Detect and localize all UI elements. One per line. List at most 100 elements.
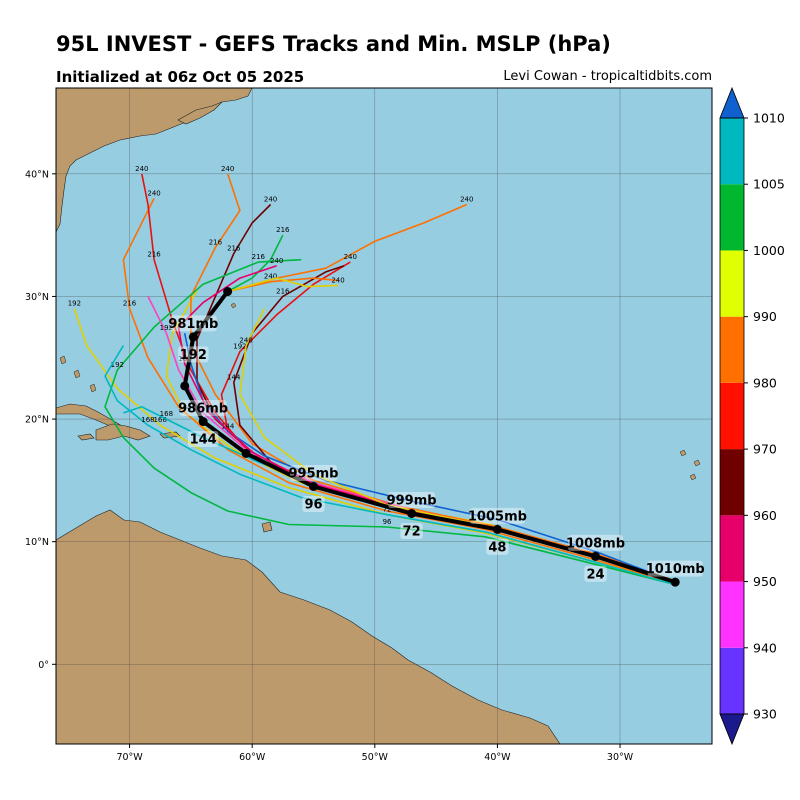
hispaniola-land [95, 423, 151, 441]
mean-track-point [188, 332, 198, 342]
colorbar-tick-label: 970 [753, 442, 777, 457]
member-hour-label: 240 [460, 195, 473, 203]
mean-hour-label-box [178, 346, 209, 363]
member-hour-label: 192 [233, 343, 246, 351]
member-hour-label: 168 [178, 355, 191, 363]
mean-track-point [670, 577, 680, 587]
member-hour-label: 216 [276, 287, 290, 295]
colorbar-over-arrow [719, 86, 745, 119]
lon-tick-label: 60°W [239, 752, 266, 763]
colorbar-tick-label: 930 [753, 707, 777, 722]
south-america-land [56, 509, 561, 744]
colorbar-segment [720, 449, 744, 516]
mean-mslp-label-box [179, 400, 227, 417]
member-hour-label: 216 [227, 245, 241, 253]
member-hour-label: 192 [160, 324, 173, 332]
colorbar-under-arrow [719, 713, 745, 746]
nova-scotia-land [177, 101, 223, 125]
member-hour-label: 240 [221, 165, 234, 173]
mean-track-point [308, 482, 318, 492]
colorbar-tick-label: 960 [753, 508, 777, 523]
mean-track-point [198, 417, 208, 427]
member-hour-label: 192 [111, 361, 124, 369]
colorbar-tick-label: 1010 [753, 111, 785, 126]
colorbar-segment [720, 382, 744, 450]
colorbar-segment [720, 184, 744, 251]
lat-tick-label: 20°N [25, 415, 49, 426]
lat-tick-label: 0° [38, 660, 49, 671]
lon-tick-label: 70°W [116, 752, 143, 763]
credit: Levi Cowan - tropicaltidbits.com [503, 69, 712, 84]
mean-track-point [241, 448, 251, 458]
member-hour-label: 168 [160, 410, 173, 418]
mean-mslp-label: 999mb [387, 493, 437, 508]
member-hour-label: 240 [331, 276, 344, 284]
mean-mslp-label-box [567, 534, 624, 551]
member-hour-label: 240 [147, 189, 160, 197]
mean-mslp-label-box [289, 465, 337, 482]
mean-mslp-label-box [469, 507, 526, 524]
mean-hour-label: 48 [488, 540, 506, 555]
member-hour-label: 192 [68, 300, 81, 308]
colorbar-tick-label: 950 [753, 574, 777, 589]
init-time: Initialized at 06z Oct 05 2025 [56, 68, 305, 86]
member-hour-label: 240 [135, 165, 148, 173]
member-track [227, 277, 339, 293]
mean-mslp-label-box [169, 315, 217, 332]
mean-hour-label-box [400, 522, 423, 539]
mean-track-point [223, 287, 233, 297]
mean-mslp-label: 986mb [178, 402, 228, 417]
lon-tick-label: 40°W [484, 752, 511, 763]
land-layer [56, 88, 701, 744]
mean-hour-label: 96 [304, 498, 322, 513]
lon-tick-label: 30°W [607, 752, 634, 763]
member-hour-label: 216 [209, 238, 223, 246]
member-hour-label: 240 [270, 257, 283, 265]
member-hour-label: 168 [154, 416, 167, 424]
member-hour-label: 216 [252, 253, 266, 261]
mean-hour-label: 72 [403, 524, 421, 539]
mean-mslp-label-box [647, 560, 703, 577]
colorbar-tick-label: 980 [753, 375, 777, 390]
mean-mslp-label: 981mb [168, 317, 218, 332]
member-track [122, 198, 676, 585]
member-track [183, 333, 676, 583]
member-track [104, 258, 676, 586]
member-hour-label: 240 [239, 336, 252, 344]
mean-track-line [182, 290, 676, 585]
colorbar-segment [720, 118, 744, 185]
mean-track-labels: 1010mb1008mb241005mb48999mb72995mb96986m… [168, 315, 705, 582]
trinidad-land [261, 521, 273, 533]
colorbar-segment [720, 647, 744, 714]
mean-hour-label: 144 [190, 433, 217, 448]
colorbar-frame [719, 117, 745, 715]
axis-ticks: 70°W 60°W 50°W 40°W 30°W 0° 10°N 20°N 30°N 40°N [25, 169, 634, 763]
member-hour-label: 144 [221, 422, 235, 430]
mean-track-point [180, 381, 190, 391]
mean-hour-label: 192 [180, 348, 207, 363]
cape-verde-land [679, 449, 701, 481]
member-track [104, 345, 676, 586]
bahamas-land [59, 355, 97, 393]
mean-track-point [492, 524, 502, 534]
ensemble-mean-track [180, 287, 680, 587]
member-hour-label: 216 [123, 300, 137, 308]
mean-mslp-label: 1005mb [468, 509, 527, 524]
member-track [227, 234, 284, 293]
mean-hour-label: 24 [586, 567, 604, 582]
lat-tick-label: 40°N [25, 169, 49, 180]
lat-tick-label: 30°N [25, 292, 49, 303]
member-hour-label: 168 [141, 416, 154, 424]
mslp-colorbar: 930 940 950 960 970 980 990 1000 1005 1010 [719, 86, 785, 746]
north-america-land [56, 88, 253, 233]
mean-mslp-label: 995mb [288, 467, 338, 482]
map-frame [55, 87, 713, 745]
colorbar-tick-label: 940 [753, 640, 777, 655]
member-track [190, 173, 676, 582]
colorbar-segment [720, 515, 744, 582]
member-hour-label: 96 [383, 518, 392, 526]
member-hour-label: 144 [227, 373, 241, 381]
member-hour-label: 240 [344, 253, 357, 261]
mean-hour-label-box [187, 431, 219, 448]
